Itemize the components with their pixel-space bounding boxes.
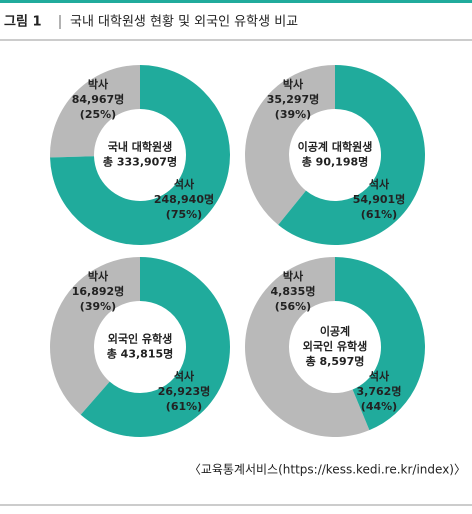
donut-segment — [244, 257, 370, 437]
top-rule — [0, 0, 472, 3]
percent-label: (56%) — [275, 300, 311, 313]
percent-label: (75%) — [166, 208, 202, 221]
source: 〈교육통계서비스(https://kess.kedi.re.kr/index)〉 — [189, 463, 466, 477]
center-label: 이공계 대학원생 — [298, 140, 373, 154]
center-label: 총 8,597명 — [306, 354, 365, 368]
category-label: 석사 — [369, 369, 390, 383]
figure-title: 국내 대학원생 현황 및 외국인 유학생 비교 — [70, 15, 298, 30]
value-label: 3,762명 — [357, 384, 402, 398]
value-label: 16,892명 — [72, 284, 125, 298]
percent-label: (44%) — [361, 400, 397, 413]
figure-label: 그림 1 — [4, 15, 42, 30]
center-label: 국내 대학원생 — [108, 140, 173, 154]
donut-segment — [80, 257, 230, 437]
donut-segment — [278, 65, 425, 246]
percent-label: (25%) — [80, 108, 116, 121]
category-label: 박사 — [88, 269, 109, 283]
percent-label: (39%) — [275, 108, 311, 121]
center-label: 총 90,198명 — [302, 155, 369, 169]
donut-segment — [335, 257, 425, 431]
value-label: 26,923명 — [158, 384, 211, 398]
category-label: 석사 — [369, 177, 390, 191]
percent-label: (61%) — [361, 208, 397, 221]
center-label: 외국인 유학생 — [303, 339, 368, 353]
category-label: 박사 — [283, 77, 304, 91]
value-label: 248,940명 — [154, 192, 214, 206]
donut-segment — [49, 257, 140, 415]
value-label: 84,967명 — [72, 92, 125, 106]
category-label: 석사 — [174, 369, 195, 383]
donut-segment — [244, 65, 335, 225]
percent-label: (61%) — [166, 400, 202, 413]
donut-segment — [50, 65, 141, 158]
category-label: 석사 — [174, 177, 195, 191]
center-label: 총 43,815명 — [107, 347, 174, 361]
category-label: 박사 — [88, 77, 109, 91]
center-label: 외국인 유학생 — [108, 332, 173, 346]
value-label: 35,297명 — [267, 92, 320, 106]
center-label: 이공계 — [320, 324, 350, 338]
center-label: 총 333,907명 — [103, 155, 177, 169]
donut-segment — [50, 65, 231, 246]
value-label: 4,835명 — [271, 284, 316, 298]
category-label: 박사 — [283, 269, 304, 283]
value-label: 54,901명 — [353, 192, 406, 206]
percent-label: (39%) — [80, 300, 116, 313]
